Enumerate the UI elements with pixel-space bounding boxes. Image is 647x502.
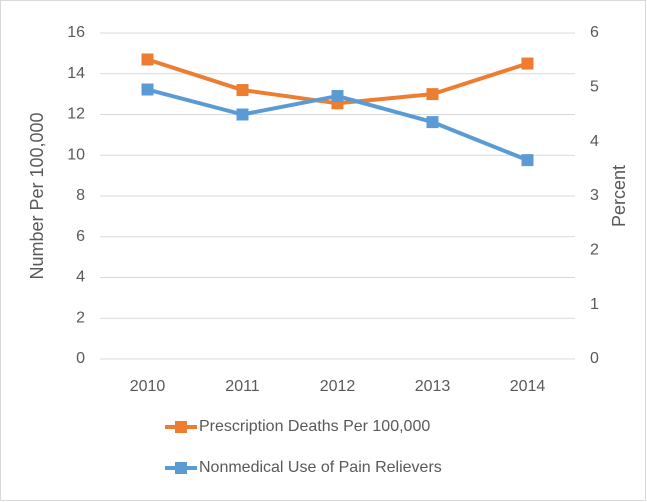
y2-tick-label: 3 (590, 187, 599, 204)
legend-label: Prescription Deaths Per 100,000 (199, 418, 430, 435)
y-tick-label: 8 (76, 187, 85, 204)
y-tick-label: 4 (76, 269, 85, 286)
y2-tick-label: 5 (590, 79, 599, 96)
y-tick-label: 6 (76, 228, 85, 245)
legend-marker (175, 421, 187, 433)
x-tick-label: 2011 (225, 378, 260, 395)
x-tick-label: 2010 (130, 378, 166, 395)
y-tick-label: 16 (67, 24, 85, 41)
y-tick-label: 0 (76, 350, 85, 367)
y-tick-label: 14 (67, 65, 85, 82)
legend-label: Nonmedical Use of Pain Relievers (199, 459, 442, 476)
point-marker (236, 84, 249, 97)
x-tick-label: 2013 (415, 378, 451, 395)
y2-tick-label: 2 (590, 242, 599, 259)
y2-tick-label: 1 (590, 296, 599, 313)
y2-axis-label: Percent (609, 165, 629, 227)
point-marker (236, 108, 249, 121)
point-marker (521, 154, 534, 167)
point-marker (426, 88, 439, 101)
point-marker (331, 90, 344, 103)
y-tick-label: 2 (76, 309, 85, 326)
y-tick-label: 12 (67, 106, 85, 123)
x-tick-label: 2014 (510, 378, 546, 395)
y2-tick-label: 6 (590, 24, 599, 41)
point-marker (426, 116, 439, 129)
point-marker (141, 53, 154, 66)
y-tick-label: 10 (67, 146, 85, 163)
point-marker (141, 83, 154, 96)
y2-tick-label: 4 (590, 133, 599, 150)
y-axis-label: Number Per 100,000 (27, 112, 47, 279)
x-tick-label: 2012 (320, 378, 356, 395)
legend-marker (175, 462, 187, 474)
y2-tick-label: 0 (590, 350, 599, 367)
point-marker (521, 57, 534, 70)
